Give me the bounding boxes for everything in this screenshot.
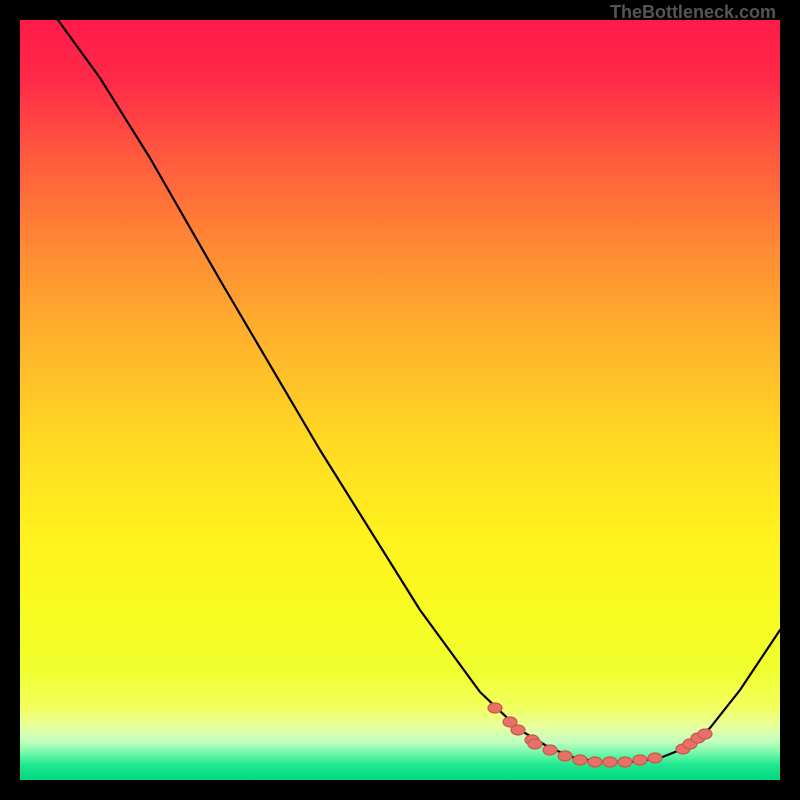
bottleneck-curve	[58, 20, 780, 762]
marker-point	[588, 757, 602, 767]
curve-layer	[20, 20, 780, 780]
marker-point	[603, 757, 617, 767]
marker-point	[558, 751, 572, 761]
marker-point	[618, 757, 632, 767]
marker-point	[698, 729, 712, 739]
curve-markers	[488, 703, 712, 767]
marker-point	[543, 745, 557, 755]
marker-point	[528, 739, 542, 749]
marker-point	[633, 755, 647, 765]
marker-point	[511, 725, 525, 735]
marker-point	[488, 703, 502, 713]
marker-point	[648, 753, 662, 763]
plot-area	[20, 20, 780, 780]
chart-container: TheBottleneck.com	[0, 0, 800, 800]
marker-point	[573, 755, 587, 765]
